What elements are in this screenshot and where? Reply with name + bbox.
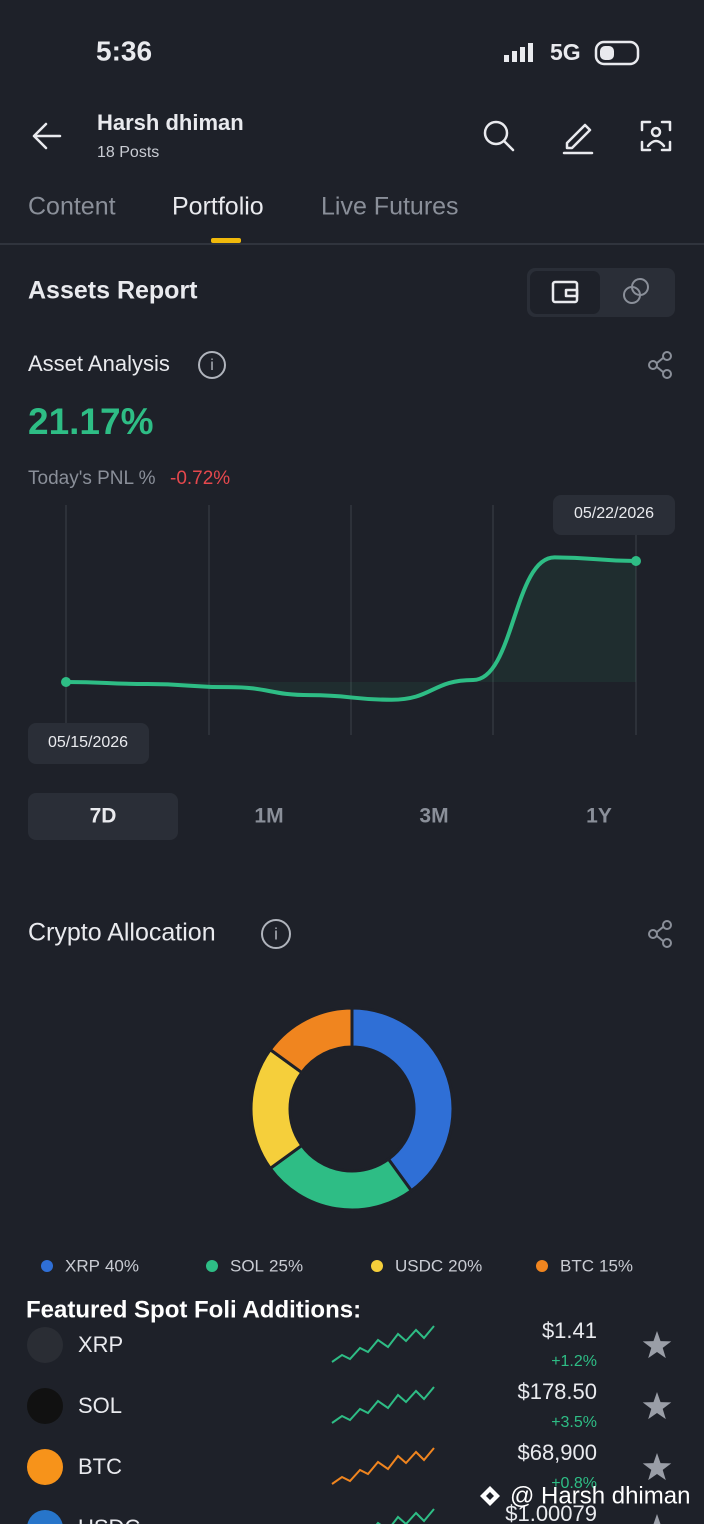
legend-dot [206,1260,218,1272]
back-button[interactable] [32,122,62,150]
network: 5G [550,39,581,65]
end-date: 05/22/2026 [574,505,654,522]
favorite-button[interactable] [642,1453,672,1481]
legend-value: 25% [269,1256,303,1275]
time: 5:36 [96,35,152,66]
coin-price: $1.41 [542,1318,597,1343]
sparkline [331,1325,435,1363]
featured-title: Featured Spot Foli Additions: [26,1296,361,1323]
legend-label: BTC [560,1256,594,1275]
share-button[interactable] [648,920,672,948]
date-badge [28,723,149,764]
favorite-button[interactable] [642,1392,672,1420]
point [631,555,641,566]
coin-name: XRP [78,1332,123,1357]
range-button[interactable]: 3M [419,805,448,828]
legend-label: SOL [230,1256,264,1275]
legend-label: USDC [395,1256,443,1275]
legend-dot [536,1260,548,1272]
info-glyph: i [274,924,278,943]
coin-name: SOL [78,1393,122,1418]
signal-icon [504,43,533,62]
scan-button[interactable] [640,120,672,152]
line [64,555,638,702]
featured-list: XRP $1.41 +1.2% SOL $178.50 +3.5% BTC $68,900 +0… [27,1318,672,1524]
profile-name: Harsh dhiman [97,110,244,135]
coin-price: $68,900 [517,1440,597,1465]
coin-price: $178.50 [517,1379,597,1404]
tab[interactable]: Live Futures [321,193,459,221]
info-icon[interactable]: i [261,919,291,949]
legend: XRP 40% SOL 25% USDC 20% BTC 15% [41,1256,633,1275]
coin-icon [27,1327,63,1363]
tab-active[interactable]: Portfolio [172,193,264,221]
toggle-link[interactable] [623,278,649,304]
coin-change: +0.8% [551,1475,597,1492]
pnl-label: Today's PNL % [28,468,156,489]
section-title: Crypto Allocation [28,919,216,947]
sparkline [331,1447,435,1485]
legend-value: 15% [599,1256,633,1275]
total-return: 21.17% [28,401,154,442]
post-count: 18 Posts [97,144,159,161]
analysis-title: Asset Analysis [28,351,170,376]
start-date: 05/15/2026 [48,734,128,751]
coin-price: $1.00079 [505,1501,597,1524]
info-glyph: i [210,357,214,374]
coin-change: +1.2% [551,1353,597,1370]
area [66,557,636,700]
battery-level [600,46,614,60]
wallet-icon [551,280,579,304]
sparkline [375,1508,435,1524]
battery-icon [594,40,640,66]
section-title: Assets Report [28,277,198,305]
point [61,677,71,687]
coin-icon [27,1449,63,1485]
range-button[interactable]: 1Y [586,805,612,828]
date-badge [553,495,675,535]
donut-slice [268,1006,354,1075]
favorite-button[interactable] [643,1514,672,1524]
coin-name: BTC [78,1454,122,1479]
watermark: @ Harsh dhiman [510,1482,690,1509]
legend-dot [41,1260,53,1272]
chart-grid [65,505,637,735]
range-button[interactable]: 1M [254,805,283,828]
sparkline [331,1386,435,1424]
legend-dot [371,1260,383,1272]
info-icon[interactable]: i [198,351,226,379]
tab-indicator [211,238,241,243]
donut-slice [350,1006,455,1193]
coin-change: +3.5% [551,1414,597,1431]
asset-chart [61,555,641,702]
legend-value: 40% [105,1256,139,1275]
search-button[interactable] [483,120,515,152]
allocation-donut [249,1006,455,1212]
tab[interactable]: Content [28,193,116,221]
watermark-logo [480,1486,500,1506]
pnl-value: -0.72% [170,468,230,489]
coin-icon [27,1388,63,1424]
share-button[interactable] [648,351,672,379]
range-button[interactable]: 7D [90,805,117,828]
coin-name: USDC [78,1515,140,1524]
favorite-button[interactable] [642,1331,672,1359]
legend-value: 20% [448,1256,482,1275]
range-active-bg [28,793,178,840]
coin-icon [27,1510,63,1524]
edit-button[interactable] [562,123,594,155]
legend-label: XRP [65,1256,100,1275]
